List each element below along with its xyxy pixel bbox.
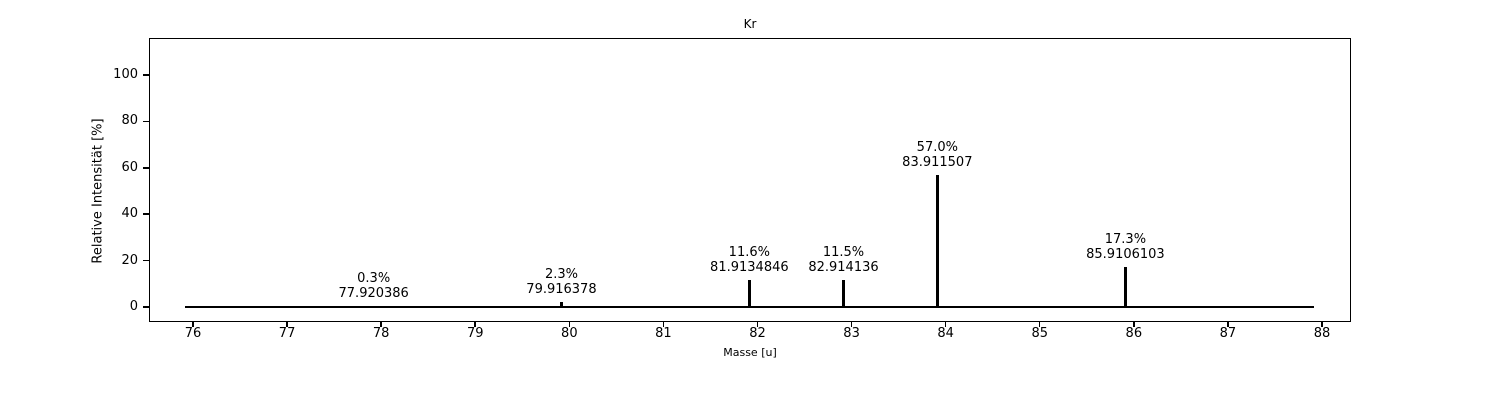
y-axis-label: Relative Intensität [%] xyxy=(90,118,106,264)
y-tick-mark xyxy=(143,213,150,215)
x-tick-label: 81 xyxy=(655,326,672,341)
peak-annotation: 11.6% 81.9134846 xyxy=(710,245,789,275)
peak-percent-label: 0.3% xyxy=(357,271,391,287)
peak-mass-label: 77.920386 xyxy=(338,286,409,302)
y-tick-label: 100 xyxy=(113,67,138,82)
peak-bar xyxy=(1123,266,1128,308)
x-tick-mark xyxy=(662,321,665,327)
x-tick-label: 82 xyxy=(749,326,766,341)
peak-annotation: 2.3% 79.916378 xyxy=(526,267,596,297)
y-tick-label: 60 xyxy=(121,159,138,175)
peak-mass-label: 79.916378 xyxy=(526,281,597,297)
x-tick-mark xyxy=(474,321,476,327)
y-tick-label: 20 xyxy=(121,252,138,268)
y-tick-mark xyxy=(143,259,150,262)
peak-bar xyxy=(935,174,940,308)
y-tick-mark xyxy=(143,120,150,123)
y-tick-mark xyxy=(143,167,150,169)
peak-bar xyxy=(841,280,846,308)
x-tick-mark xyxy=(850,321,853,327)
x-tick-label: 80 xyxy=(561,326,578,341)
peak-percent-label: 11.6% xyxy=(728,245,770,261)
x-tick-mark xyxy=(944,321,947,327)
peak-bar xyxy=(371,306,376,308)
plot-area xyxy=(149,38,1351,322)
peak-percent-label: 2.3% xyxy=(544,266,578,282)
peak-bar xyxy=(747,280,752,308)
x-tick-label: 84 xyxy=(937,326,954,341)
x-tick-label: 85 xyxy=(1031,326,1049,341)
x-tick-mark xyxy=(192,321,194,327)
peak-bar xyxy=(559,301,564,308)
x-tick-mark xyxy=(286,321,288,327)
x-tick-mark xyxy=(1038,321,1041,327)
x-tick-mark xyxy=(1227,321,1229,327)
peak-mass-label: 81.9134846 xyxy=(710,260,789,276)
x-tick-mark xyxy=(568,321,571,327)
x-tick-mark xyxy=(380,321,382,327)
peak-mass-label: 85.9106103 xyxy=(1086,246,1165,262)
y-tick-label: 80 xyxy=(121,113,138,129)
peak-annotation: 0.3% 77.920386 xyxy=(339,271,409,301)
x-axis-label: Masse [u] xyxy=(723,346,777,359)
x-tick-label: 77 xyxy=(278,326,296,341)
y-tick-label: 0 xyxy=(129,299,138,314)
x-tick-label: 76 xyxy=(184,326,202,341)
peak-annotation: 17.3% 85.9106103 xyxy=(1086,232,1165,262)
peak-mass-label: 83.911507 xyxy=(902,154,973,170)
y-tick-label: 40 xyxy=(121,206,138,222)
x-tick-mark xyxy=(756,321,759,327)
x-tick-label: 79 xyxy=(466,326,484,341)
peak-annotation: 57.0% 83.911507 xyxy=(902,140,972,170)
peak-percent-label: 11.5% xyxy=(822,245,865,261)
peak-annotation: 11.5% 82.914136 xyxy=(808,245,878,275)
x-tick-label: 88 xyxy=(1313,326,1331,341)
x-tick-label: 83 xyxy=(843,326,860,341)
y-tick-mark xyxy=(143,306,150,308)
x-tick-label: 87 xyxy=(1219,326,1237,341)
x-tick-mark xyxy=(1321,321,1323,327)
y-tick-mark xyxy=(143,74,150,76)
x-tick-label: 86 xyxy=(1125,326,1143,341)
x-tick-mark xyxy=(1133,321,1135,327)
peak-mass-label: 82.914136 xyxy=(808,260,879,276)
x-tick-label: 78 xyxy=(372,326,390,341)
peak-percent-label: 17.3% xyxy=(1104,231,1147,247)
peak-percent-label: 57.0% xyxy=(916,139,958,155)
chart-title: Kr xyxy=(743,17,757,31)
